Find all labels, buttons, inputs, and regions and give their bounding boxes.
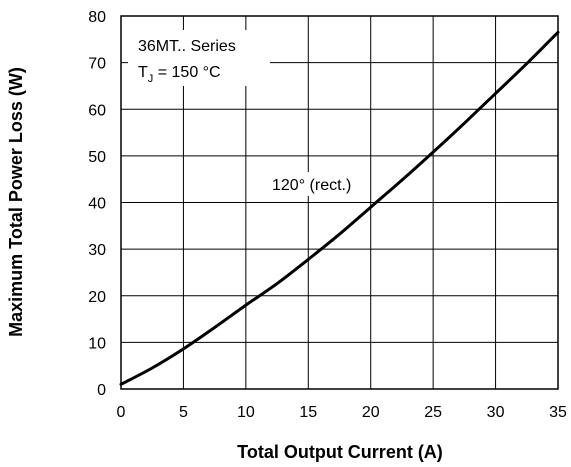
x-tick-label: 25 bbox=[424, 404, 442, 421]
y-axis-title: Maximum Total Power Loss (W) bbox=[6, 67, 26, 337]
annotation-tj-prefix: T bbox=[138, 64, 148, 81]
x-tick-label: 5 bbox=[179, 404, 188, 421]
curve-label: 120° (rect.) bbox=[272, 177, 351, 194]
y-tick-label: 20 bbox=[88, 289, 106, 306]
grid-lines bbox=[121, 16, 558, 389]
plot-frame bbox=[120, 15, 559, 390]
annotation-tj-subscript: J bbox=[148, 73, 154, 85]
x-tick-label: 15 bbox=[299, 404, 317, 421]
y-tick-label: 0 bbox=[97, 382, 106, 399]
x-tick-label: 0 bbox=[117, 404, 126, 421]
x-axis-ticks: 0 5 10 15 20 25 30 35 bbox=[117, 404, 567, 421]
y-tick-label: 40 bbox=[88, 196, 106, 213]
x-axis-title: Total Output Current (A) bbox=[237, 442, 443, 462]
x-tick-label: 10 bbox=[237, 404, 255, 421]
x-tick-label: 30 bbox=[487, 404, 505, 421]
curve-label-background bbox=[267, 172, 367, 196]
x-tick-label: 35 bbox=[549, 404, 567, 421]
y-tick-label: 80 bbox=[88, 9, 106, 26]
y-axis-ticks: 0 10 20 30 40 50 60 70 80 bbox=[88, 9, 106, 399]
y-tick-label: 30 bbox=[88, 242, 106, 259]
y-tick-label: 70 bbox=[88, 56, 106, 73]
x-tick-label: 20 bbox=[362, 404, 380, 421]
annotation-series-name: 36MT.. Series bbox=[138, 38, 236, 55]
annotation-tj-value: = 150 °C bbox=[153, 64, 220, 81]
y-tick-label: 10 bbox=[88, 335, 106, 352]
annotation-junction-temp: TJ = 150 °C bbox=[138, 64, 221, 85]
annotation-background bbox=[128, 30, 270, 86]
y-tick-label: 60 bbox=[88, 102, 106, 119]
y-tick-label: 50 bbox=[88, 149, 106, 166]
series-line-120-rect bbox=[119, 30, 560, 386]
